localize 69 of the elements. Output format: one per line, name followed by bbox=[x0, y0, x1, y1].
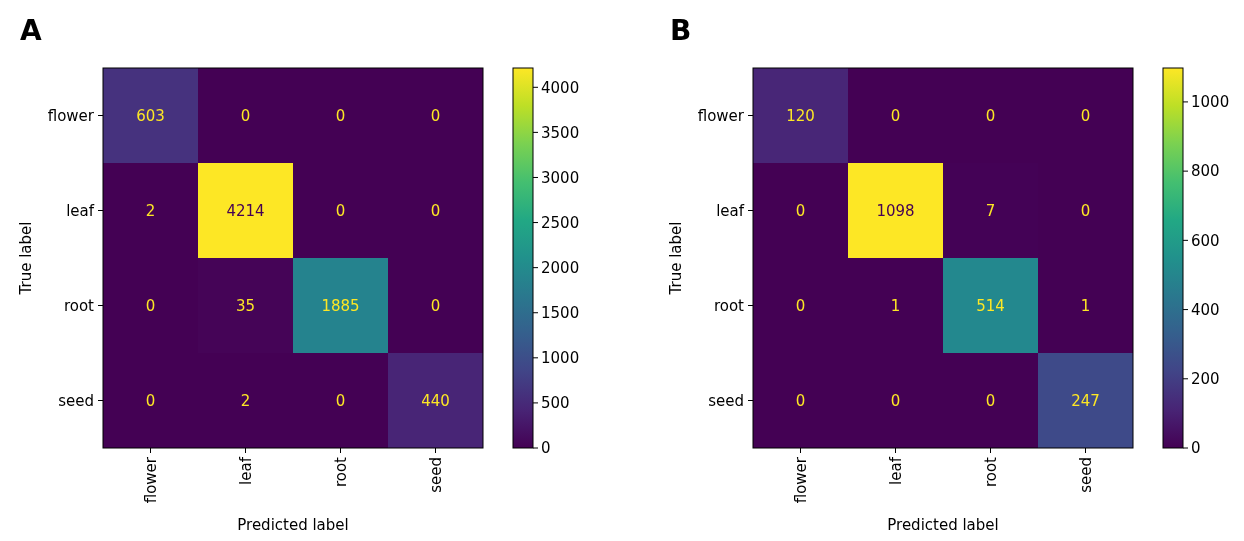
data-label: 1 bbox=[890, 296, 901, 315]
data-label: 0 bbox=[795, 391, 806, 410]
data-label: 0 bbox=[890, 106, 901, 125]
data-label: 1098 bbox=[876, 201, 915, 220]
data-label: 0 bbox=[145, 391, 156, 410]
y-tick-label: seed bbox=[58, 391, 94, 410]
data-label: 2 bbox=[145, 201, 156, 220]
y-tick-label: flower bbox=[47, 106, 95, 125]
color-bar-label: 3000 bbox=[541, 168, 580, 187]
chart-title: B bbox=[670, 14, 692, 47]
data-label: 0 bbox=[1080, 201, 1091, 220]
data-label: 0 bbox=[145, 296, 156, 315]
y-tick-label: seed bbox=[708, 391, 744, 410]
y-axis-title: True label bbox=[667, 221, 685, 296]
color-bar-label: 0 bbox=[1191, 439, 1201, 458]
x-axis-title: Predicted label bbox=[237, 516, 349, 534]
data-label: 7 bbox=[985, 201, 996, 220]
data-label: 0 bbox=[335, 201, 346, 220]
color-bar-label: 3500 bbox=[541, 123, 580, 142]
data-label: 0 bbox=[985, 391, 996, 410]
y-tick-label: root bbox=[713, 296, 745, 315]
data-label: 0 bbox=[430, 296, 441, 315]
x-tick-label: leaf bbox=[886, 456, 905, 485]
color-bar-label: 800 bbox=[1191, 162, 1220, 181]
x-tick-label: root bbox=[981, 456, 1000, 488]
data-label: 1885 bbox=[321, 296, 360, 315]
color-bar-label: 400 bbox=[1191, 300, 1220, 319]
y-tick-label: flower bbox=[697, 106, 745, 125]
data-label: 0 bbox=[1080, 106, 1091, 125]
color-bar-label: 500 bbox=[541, 394, 570, 413]
x-tick-label: seed bbox=[1076, 457, 1095, 493]
color-bar-label: 1500 bbox=[541, 303, 580, 322]
data-label: 0 bbox=[985, 106, 996, 125]
y-tick-label: leaf bbox=[716, 201, 745, 220]
y-axis-title: True label bbox=[17, 221, 35, 296]
x-axis-title: Predicted label bbox=[887, 516, 999, 534]
x-tick-label: seed bbox=[426, 457, 445, 493]
x-tick-label: flower bbox=[141, 456, 160, 504]
data-label: 120 bbox=[786, 106, 815, 125]
data-label: 247 bbox=[1071, 391, 1100, 410]
x-tick-label: flower bbox=[791, 456, 810, 504]
data-label: 0 bbox=[795, 201, 806, 220]
data-label: 2 bbox=[240, 391, 251, 410]
color-bar-label: 1000 bbox=[541, 349, 580, 368]
color-bar-label: 2500 bbox=[541, 213, 580, 232]
y-tick-label: root bbox=[63, 296, 95, 315]
data-label: 440 bbox=[421, 391, 450, 410]
data-label: 0 bbox=[240, 106, 251, 125]
chart-title: A bbox=[20, 14, 42, 47]
color-bar-label: 0 bbox=[541, 439, 551, 458]
data-label: 0 bbox=[890, 391, 901, 410]
data-label: 0 bbox=[335, 391, 346, 410]
data-label: 514 bbox=[976, 296, 1005, 315]
x-tick-label: leaf bbox=[236, 456, 255, 485]
data-label: 4214 bbox=[226, 201, 265, 220]
color-bar-label: 1000 bbox=[1191, 93, 1230, 112]
data-label: 1 bbox=[1080, 296, 1091, 315]
data-label: 0 bbox=[335, 106, 346, 125]
data-label: 0 bbox=[430, 201, 441, 220]
color-bar-label: 200 bbox=[1191, 370, 1220, 389]
y-tick-label: leaf bbox=[66, 201, 95, 220]
x-tick-label: root bbox=[331, 456, 350, 488]
color-bar-label: 2000 bbox=[541, 258, 580, 277]
data-label: 603 bbox=[136, 106, 165, 125]
data-label: 0 bbox=[430, 106, 441, 125]
color-bar-label: 600 bbox=[1191, 231, 1220, 250]
data-label: 0 bbox=[795, 296, 806, 315]
color-bar-label: 4000 bbox=[541, 78, 580, 97]
data-label: 35 bbox=[235, 296, 256, 315]
